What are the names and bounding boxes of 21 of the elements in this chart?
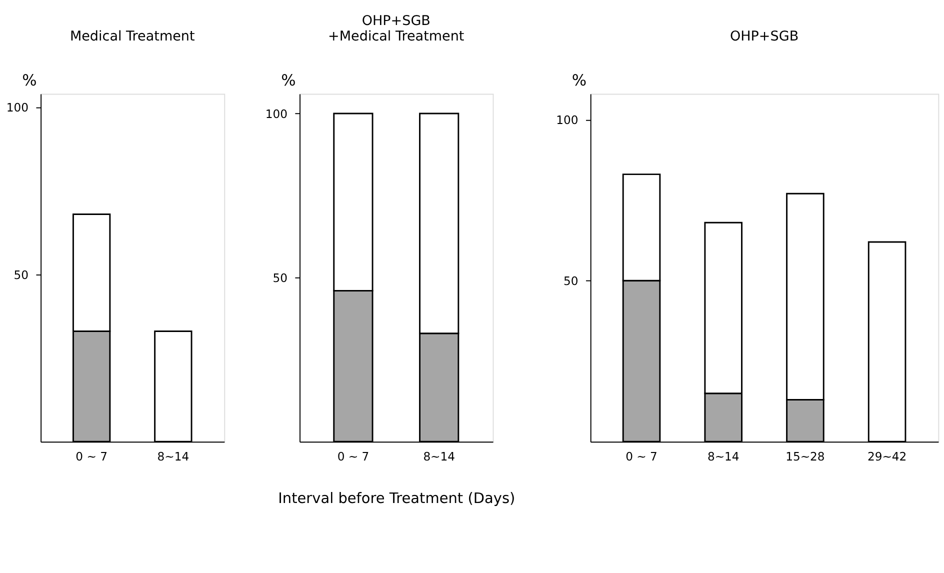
x-tick-label: 15~28 [786, 449, 825, 464]
y-axis-title: % [281, 72, 296, 90]
y-tick-label: 100 [6, 100, 29, 115]
chart-title: OHP+SGB [730, 28, 799, 45]
y-tick-label: 100 [556, 112, 578, 127]
x-tick-label: 8~14 [707, 449, 740, 464]
y-tick-label: 100 [265, 106, 288, 121]
x-tick-label: 0 ~ 7 [76, 449, 108, 464]
x-tick-label: 0 ~ 7 [626, 449, 658, 464]
chart-title: OHP+SGB +Medical Treatment [328, 13, 464, 45]
y-axis-title: % [572, 72, 587, 90]
y-tick-label: 50 [272, 270, 288, 285]
x-tick-label: 29~42 [867, 449, 907, 464]
y-tick-label: 50 [564, 274, 578, 288]
chart-title: Medical Treatment [70, 28, 195, 45]
x-tick-label: 8~14 [423, 449, 455, 464]
x-tick-label: 8~14 [157, 449, 190, 464]
y-axis-title: % [22, 72, 37, 90]
x-tick-label: 0 ~ 7 [337, 449, 370, 464]
x-axis-title: Interval before Treatment (Days) [278, 491, 516, 508]
y-tick-label: 50 [14, 268, 29, 282]
